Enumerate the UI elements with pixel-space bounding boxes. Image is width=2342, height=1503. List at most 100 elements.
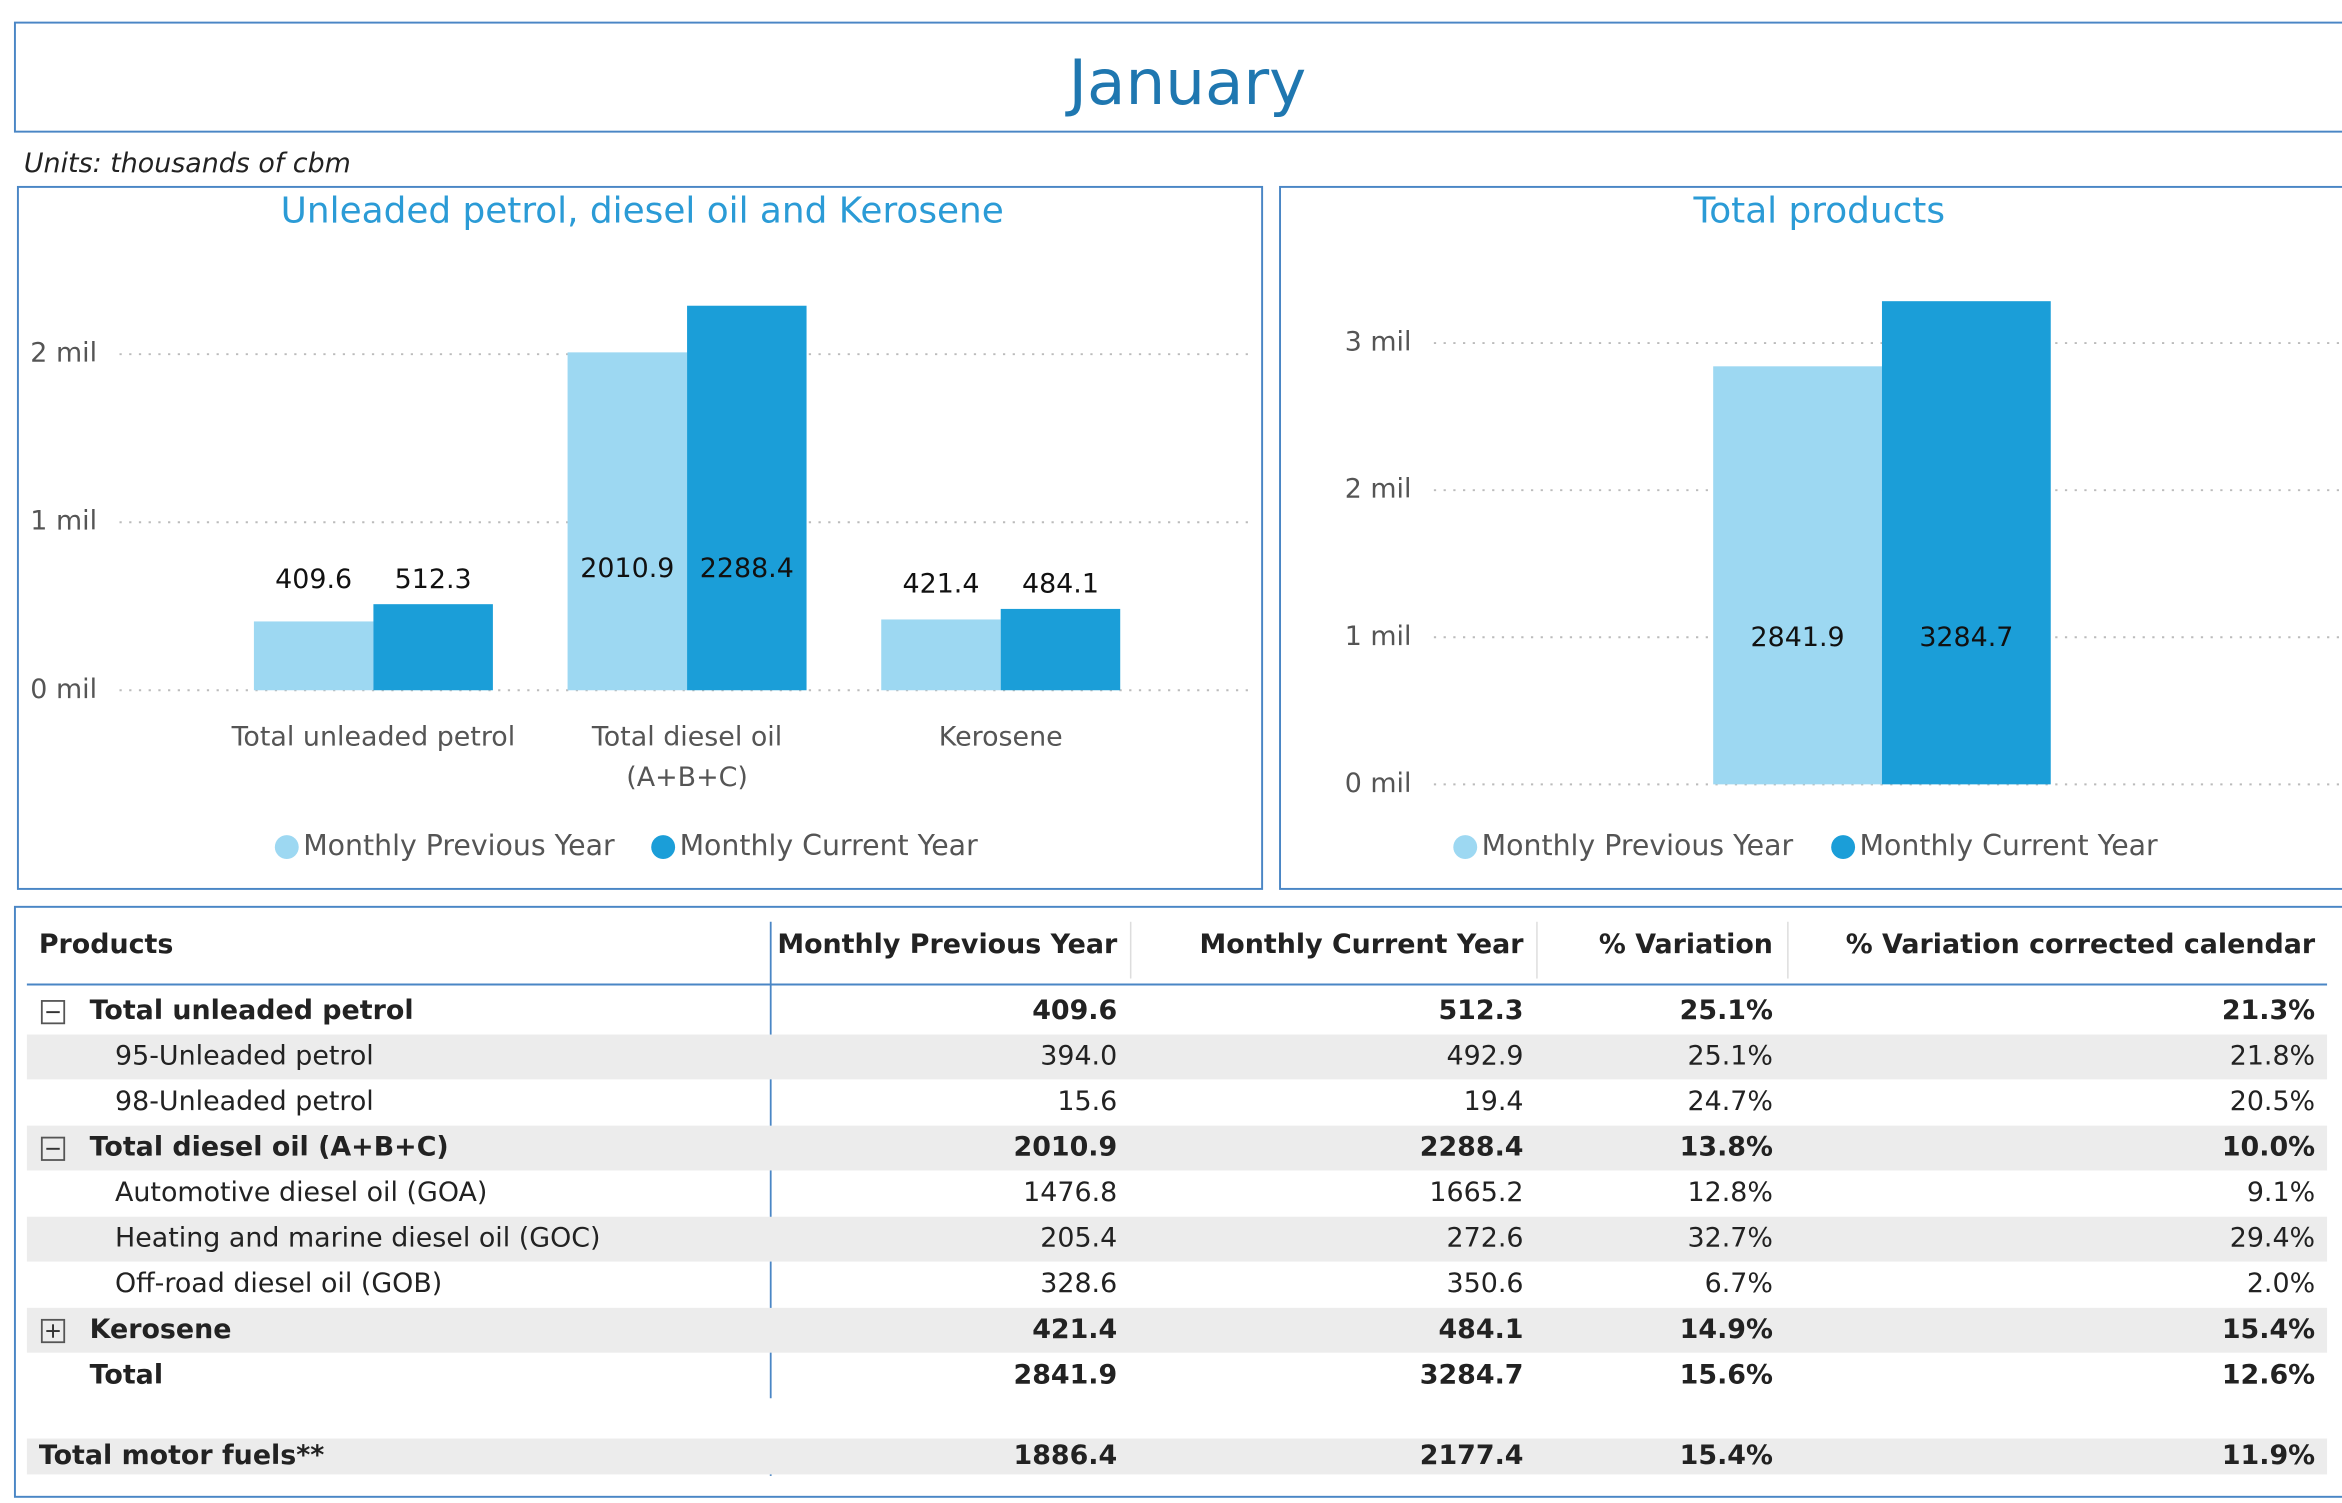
table-cell: Kerosene: [90, 1314, 232, 1345]
legend-label: Monthly Previous Year: [1482, 829, 1794, 862]
y-tick-label: 3 mil: [1345, 327, 1412, 358]
expand-icon: [40, 1318, 66, 1344]
row-shading: [26, 1034, 2328, 1080]
table-cell: 15.4%: [1680, 1440, 1773, 1471]
data-label: 421.4: [903, 569, 980, 600]
table-cell: 13.8%: [1680, 1132, 1773, 1163]
column-header: % Variation: [1599, 929, 1773, 960]
legend-swatch: [1453, 835, 1478, 860]
x-tick-label: Total unleaded petrol: [231, 721, 516, 753]
table-cell: Heating and marine diesel oil (GOC): [115, 1223, 600, 1254]
row-shading: [26, 1125, 2328, 1171]
data-label: 512.3: [395, 564, 472, 595]
data-label: 3284.7: [1919, 622, 2013, 653]
table-cell: 15.4%: [2222, 1314, 2315, 1345]
table-cell: 205.4: [1040, 1223, 1117, 1254]
chart-title: Total products: [1692, 190, 1945, 231]
data-label: 2841.9: [1751, 622, 1845, 653]
bar: [687, 305, 807, 691]
table-cell: Total unleaded petrol: [90, 995, 414, 1026]
table-cell: 272.6: [1447, 1223, 1524, 1254]
page-title: January: [1065, 46, 1307, 119]
legend-swatch: [651, 835, 676, 860]
table-cell: 328.6: [1040, 1268, 1117, 1299]
table-cell: 2177.4: [1420, 1440, 1524, 1471]
expand-icon: [40, 1000, 66, 1025]
table-cell: 492.9: [1447, 1040, 1524, 1071]
column-header: Monthly Previous Year: [777, 929, 1118, 960]
legend-label: Monthly Previous Year: [303, 829, 615, 862]
table-cell: 9.1%: [2247, 1177, 2315, 1208]
row-shading: [26, 1438, 2328, 1475]
table-cell: 2841.9: [1014, 1359, 1118, 1390]
y-tick-label: 2 mil: [1345, 474, 1412, 505]
y-tick-label: 0 mil: [30, 674, 97, 705]
table-cell: 21.3%: [2222, 995, 2315, 1026]
row-shading: [26, 1307, 2328, 1353]
table-cell: 25.1%: [1688, 1040, 1773, 1071]
table-cell: Automotive diesel oil (GOA): [115, 1177, 487, 1208]
legend-swatch: [274, 835, 299, 860]
table-cell: 15.6%: [1680, 1359, 1773, 1390]
x-tick-label-box: Total unleaded petrol: [231, 721, 516, 753]
table-cell: 421.4: [1032, 1314, 1117, 1345]
data-label: 2010.9: [580, 553, 674, 584]
table-cell: 32.7%: [1688, 1223, 1773, 1254]
table-cell: 25.1%: [1680, 995, 1773, 1026]
table-cell: 11.9%: [2222, 1440, 2315, 1471]
x-tick-label: Total diesel oil (A+B+C): [591, 721, 783, 794]
table-cell: 6.7%: [1705, 1268, 1773, 1299]
column-header: Products: [39, 929, 174, 960]
table-cell: 95-Unleaded petrol: [115, 1040, 374, 1071]
y-tick-label: 2 mil: [30, 338, 97, 369]
table-cell: 21.8%: [2230, 1040, 2315, 1071]
table-cell: 19.4: [1464, 1086, 1524, 1117]
bar: [253, 621, 374, 691]
table-cell: 15.6: [1057, 1086, 1117, 1117]
legend-label: Monthly Current Year: [680, 829, 978, 862]
table-cell: 12.6%: [2222, 1359, 2315, 1390]
x-tick-label-box: Kerosene: [939, 722, 1063, 753]
table-cell: 98-Unleaded petrol: [115, 1086, 374, 1117]
table-cell: 29.4%: [2230, 1223, 2315, 1254]
legend-label: Monthly Current Year: [1860, 829, 2158, 862]
table-cell: 20.5%: [2230, 1086, 2315, 1117]
table-cell: Off-road diesel oil (GOB): [115, 1268, 442, 1299]
units-note: Units: thousands of cbm: [24, 148, 351, 179]
table-cell: 1886.4: [1014, 1440, 1118, 1471]
table-cell: 394.0: [1040, 1040, 1117, 1071]
column-header: Monthly Current Year: [1200, 929, 1525, 960]
table-cell: Total motor fuels**: [39, 1440, 325, 1471]
title-box: [13, 21, 2342, 133]
table-cell: 2288.4: [1420, 1132, 1524, 1163]
row-shading: [26, 1216, 2328, 1262]
table-cell: 484.1: [1438, 1314, 1523, 1345]
table-cell: 12.8%: [1688, 1177, 1773, 1208]
table-cell: 1476.8: [1023, 1177, 1117, 1208]
legend-swatch: [1831, 835, 1856, 860]
expand-icon: [40, 1136, 66, 1161]
table-cell: 10.0%: [2222, 1132, 2315, 1163]
table-cell: 3284.7: [1420, 1359, 1524, 1390]
bar: [373, 604, 493, 691]
table-cell: 409.6: [1032, 995, 1117, 1026]
table-cell: 2010.9: [1014, 1132, 1118, 1163]
bar: [881, 619, 1001, 691]
bar: [1000, 608, 1121, 691]
bar: [567, 352, 688, 691]
data-label: 409.6: [275, 564, 352, 595]
bar: [1881, 301, 2051, 785]
data-label: 2288.4: [700, 553, 794, 584]
table-cell: 1665.2: [1429, 1177, 1523, 1208]
bar: [1713, 366, 1882, 785]
chart-title: Unleaded petrol, diesel oil and Kerosene: [281, 190, 1004, 231]
table-cell: 14.9%: [1680, 1314, 1773, 1345]
y-tick-label: 0 mil: [1345, 768, 1412, 799]
table-cell: 512.3: [1438, 995, 1523, 1026]
table-cell: Total: [90, 1359, 163, 1390]
table-cell: 24.7%: [1688, 1086, 1773, 1117]
table-panel: [13, 905, 2342, 1498]
x-tick-label-box: Total diesel oil (A+B+C): [591, 721, 783, 794]
column-header: % Variation corrected calendar: [1846, 929, 2316, 960]
